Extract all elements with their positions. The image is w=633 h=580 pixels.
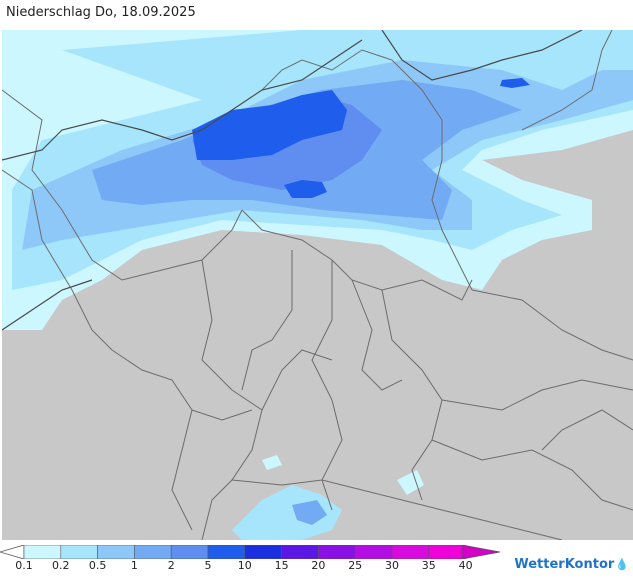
legend-label: 15 <box>274 559 289 572</box>
legend-label: 40 <box>458 559 473 572</box>
precip-layer <box>2 30 633 540</box>
legend-label: 5 <box>204 559 212 572</box>
legend-label: 30 <box>385 559 399 572</box>
coastline-layer <box>2 30 583 331</box>
legend-cell <box>134 545 172 559</box>
legend-bar <box>0 545 501 559</box>
legend-label: 25 <box>348 559 363 572</box>
wetterkontor-logo[interactable]: WetterKontor💧 <box>514 557 629 572</box>
legend-cell <box>391 545 430 559</box>
legend-cell <box>318 545 356 559</box>
borders-layer <box>2 30 633 540</box>
map-title: Niederschlag Do, 18.09.2025 <box>6 5 196 20</box>
legend-cell <box>170 545 209 559</box>
legend-label: 0.5 <box>88 559 107 572</box>
legend-label: 2 <box>167 559 175 572</box>
legend-cell <box>281 545 319 559</box>
legend-label: 0.2 <box>52 559 70 572</box>
map-canvas <box>2 30 633 540</box>
legend-cell <box>354 545 393 559</box>
legend-cell <box>97 545 135 559</box>
brand-name: WetterKontor <box>514 557 615 572</box>
legend-label: 35 <box>421 559 436 572</box>
legend-cell <box>23 545 62 559</box>
droplet-icon: 💧 <box>615 558 629 571</box>
legend-cell <box>428 545 466 559</box>
legend-color-cells <box>23 545 466 559</box>
legend-cell <box>207 545 246 559</box>
legend-label: 1 <box>130 559 138 572</box>
legend-label: 10 <box>237 559 252 572</box>
legend-label: 20 <box>311 559 326 572</box>
legend-cell <box>244 545 282 559</box>
precipitation-map <box>2 30 633 540</box>
legend-arrow-left <box>0 545 25 559</box>
legend-cell <box>60 545 98 559</box>
legend-arrow-right <box>461 545 501 559</box>
legend-label: 0.1 <box>15 559 33 572</box>
precipitation-legend: 0.1 0.2 0.5 1 2 5 10 15 20 25 30 35 40 WetterKontor💧 <box>0 541 633 580</box>
